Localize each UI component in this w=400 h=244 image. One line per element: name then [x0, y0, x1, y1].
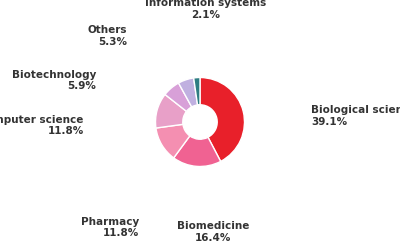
Text: Biotechnology
5.9%: Biotechnology 5.9% — [12, 70, 96, 91]
Text: Biological sciences
39.1%: Biological sciences 39.1% — [311, 105, 400, 127]
Text: Information systems
2.1%: Information systems 2.1% — [145, 0, 266, 20]
Wedge shape — [156, 124, 190, 158]
Text: Others
5.3%: Others 5.3% — [87, 25, 127, 47]
Wedge shape — [178, 78, 198, 107]
Wedge shape — [156, 94, 186, 128]
Text: Computer science
11.8%: Computer science 11.8% — [0, 115, 84, 136]
Text: Biomedicine
16.4%: Biomedicine 16.4% — [177, 221, 249, 243]
Wedge shape — [200, 78, 244, 162]
Text: Pharmacy
11.8%: Pharmacy 11.8% — [81, 217, 139, 238]
Wedge shape — [194, 78, 200, 105]
Wedge shape — [174, 136, 221, 166]
Wedge shape — [165, 83, 192, 111]
